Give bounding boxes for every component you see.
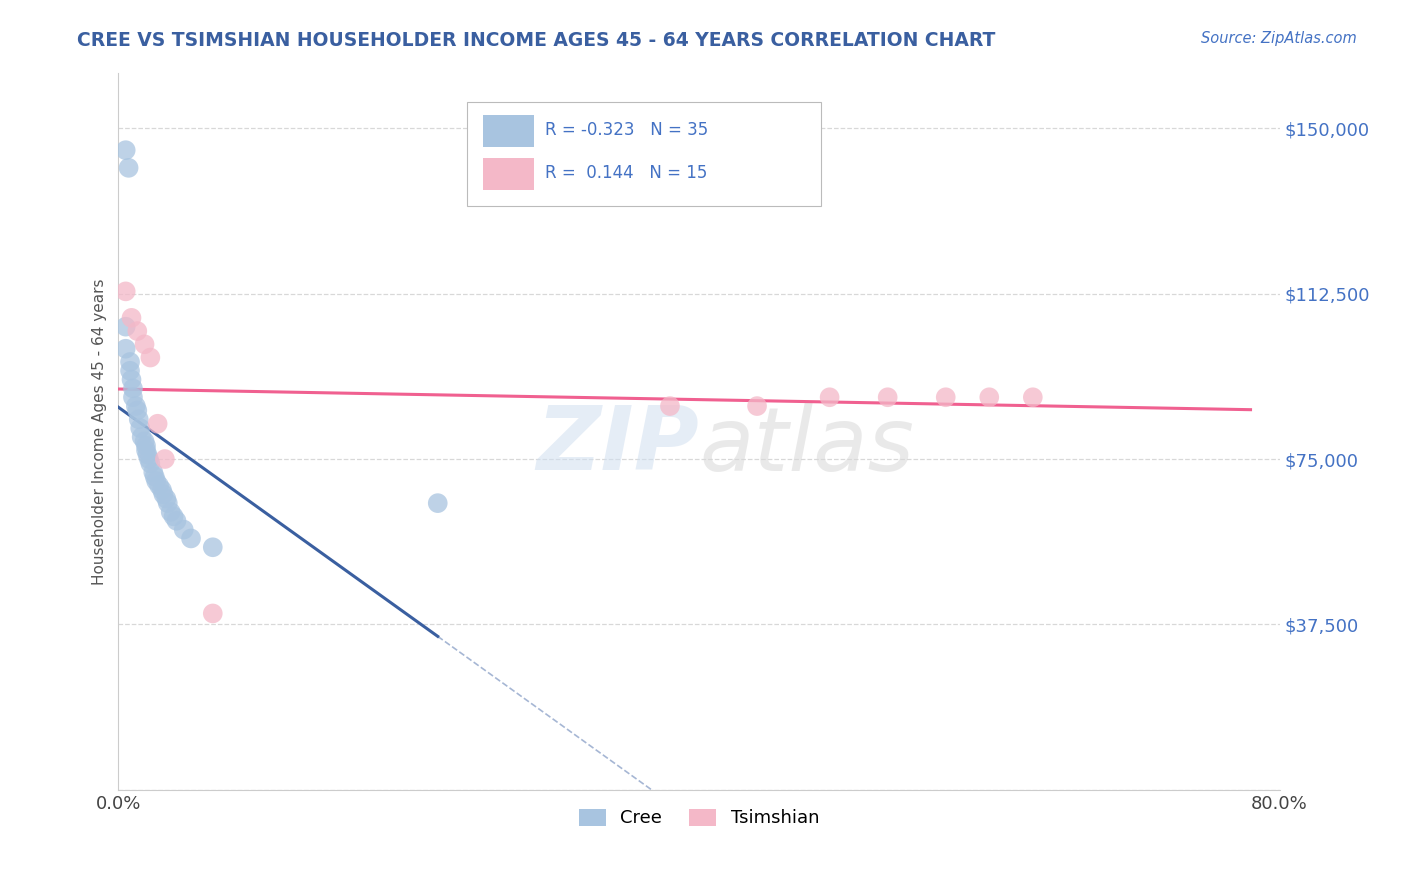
Point — [173, 523, 195, 537]
Text: R = -0.323   N = 35: R = -0.323 N = 35 — [544, 120, 707, 138]
Point — [153, 452, 176, 467]
FancyBboxPatch shape — [484, 158, 534, 190]
Point — [150, 483, 173, 497]
Point — [201, 541, 224, 555]
Point — [166, 514, 188, 528]
Point — [121, 310, 143, 325]
Point — [142, 465, 165, 479]
Point — [121, 373, 143, 387]
Point — [876, 390, 898, 404]
Point — [117, 161, 139, 175]
FancyBboxPatch shape — [467, 102, 821, 206]
Point — [146, 417, 169, 431]
Point — [426, 496, 449, 510]
Point — [156, 496, 179, 510]
Point — [180, 532, 202, 546]
Point — [134, 337, 156, 351]
Point — [148, 478, 170, 492]
Point — [134, 434, 156, 449]
Point — [745, 399, 768, 413]
Point — [135, 439, 157, 453]
Point — [159, 505, 181, 519]
Point — [201, 607, 224, 621]
Point — [114, 143, 136, 157]
Point — [125, 399, 148, 413]
Point — [935, 390, 957, 404]
Point — [139, 351, 162, 365]
Point — [114, 285, 136, 299]
Point — [152, 487, 174, 501]
Point — [114, 342, 136, 356]
Point — [127, 403, 149, 417]
Point — [136, 448, 159, 462]
Point — [138, 452, 160, 467]
Point — [135, 443, 157, 458]
Text: ZIP: ZIP — [536, 402, 699, 490]
Point — [145, 474, 167, 488]
Text: Source: ZipAtlas.com: Source: ZipAtlas.com — [1201, 31, 1357, 46]
Text: CREE VS TSIMSHIAN HOUSEHOLDER INCOME AGES 45 - 64 YEARS CORRELATION CHART: CREE VS TSIMSHIAN HOUSEHOLDER INCOME AGE… — [77, 31, 995, 50]
Point — [155, 491, 177, 506]
Point — [128, 412, 150, 426]
Point — [129, 421, 152, 435]
Point — [118, 364, 141, 378]
Text: atlas: atlas — [699, 403, 914, 489]
Legend: Cree, Tsimshian: Cree, Tsimshian — [571, 801, 827, 835]
Point — [139, 457, 162, 471]
Point — [162, 509, 184, 524]
Point — [818, 390, 841, 404]
FancyBboxPatch shape — [484, 115, 534, 147]
Text: R =  0.144   N = 15: R = 0.144 N = 15 — [544, 163, 707, 182]
Point — [659, 399, 682, 413]
Point — [127, 324, 149, 338]
Y-axis label: Householder Income Ages 45 - 64 years: Householder Income Ages 45 - 64 years — [93, 278, 107, 584]
Point — [114, 319, 136, 334]
Point — [131, 430, 153, 444]
Point — [1022, 390, 1045, 404]
Point — [143, 469, 166, 483]
Point — [122, 381, 145, 395]
Point — [118, 355, 141, 369]
Point — [122, 390, 145, 404]
Point — [979, 390, 1001, 404]
